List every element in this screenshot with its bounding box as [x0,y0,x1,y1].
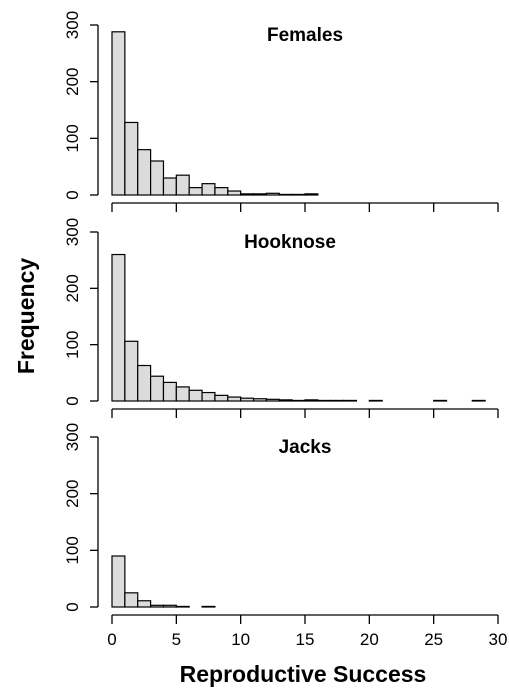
y-tick-label-hooknose-300: 300 [63,218,82,246]
y-tick-label-females-300: 300 [63,11,82,39]
bars-hooknose [111,253,486,402]
bar-hooknose-25 [433,399,448,402]
bar-hooknose-9 [227,396,242,402]
x-axis-hooknose [111,408,499,418]
bar-females-4 [162,177,177,196]
bar-hooknose-10 [240,397,255,402]
panel-hooknose: Hooknose 0 100 200 300 [63,218,499,418]
bar-hooknose-4 [162,381,177,402]
bar-females-3 [150,160,165,196]
bar-hooknose-3 [150,375,165,402]
y-axis-label: Frequency [13,258,39,375]
panel-title-jacks: Jacks [279,437,332,458]
bar-jacks-5 [175,605,190,608]
x-axis-label: Reproductive Success [180,661,427,687]
panel-jacks: Jacks 0 100 200 300 0 5 10 15 20 25 30 [63,423,507,649]
bar-hooknose-16 [317,399,332,402]
y-tick-label-females-0: 0 [63,190,82,199]
bar-females-11 [252,193,268,196]
panel-title-hooknose: Hooknose [244,232,336,253]
bar-hooknose-12 [265,398,280,402]
bar-jacks-2 [137,600,152,608]
bar-hooknose-6 [188,389,203,402]
bar-hooknose-2 [137,364,152,402]
y-tick-label-hooknose-0: 0 [63,396,82,405]
bar-jacks-0 [111,555,126,608]
bar-females-10 [240,193,255,196]
bar-females-15 [304,193,319,196]
y-axis-hooknose: 0 100 200 300 [63,218,99,406]
bar-females-7 [201,183,216,196]
y-tick-label-females-200: 200 [63,67,82,95]
bar-females-8 [214,187,229,196]
bars-jacks [111,555,216,608]
x-axis-females [111,202,499,212]
x-tick-label-10: 10 [231,630,250,649]
bar-hooknose-15 [304,399,319,402]
bar-hooknose-0 [111,253,126,402]
bar-hooknose-11 [252,398,268,402]
bar-hooknose-7 [201,391,216,402]
y-tick-label-jacks-0: 0 [63,602,82,611]
x-tick-label-0: 0 [107,630,116,649]
bar-females-12 [265,192,280,196]
y-tick-label-jacks-200: 200 [63,479,82,507]
x-tick-label-5: 5 [172,630,181,649]
x-tick-label-15: 15 [296,630,315,649]
y-axis-females: 0 100 200 300 [63,11,99,200]
bar-females-2 [137,149,152,196]
bar-hooknose-5 [175,386,190,402]
bar-females-6 [188,187,203,196]
x-tick-label-25: 25 [424,630,443,649]
bar-females-13 [278,193,293,196]
bar-hooknose-1 [124,340,139,402]
y-tick-label-females-100: 100 [63,124,82,152]
bar-hooknose-17 [330,399,345,402]
bar-females-1 [124,121,139,196]
bar-jacks-3 [150,604,165,608]
bar-hooknose-28 [471,399,486,402]
bar-hooknose-18 [343,399,358,402]
bar-jacks-7 [201,605,216,608]
y-tick-label-hooknose-100: 100 [63,330,82,358]
bar-females-0 [111,31,126,196]
panel-females: Females 0 100 200 300 [63,11,499,212]
bar-jacks-4 [162,604,177,608]
bar-hooknose-13 [278,399,293,402]
panel-title-females: Females [267,25,343,46]
y-axis-jacks: 0 100 200 300 [63,423,99,612]
bar-females-9 [227,190,242,196]
y-tick-label-jacks-300: 300 [63,423,82,451]
y-tick-label-jacks-100: 100 [63,536,82,564]
y-tick-label-hooknose-200: 200 [63,274,82,302]
bar-hooknose-8 [214,394,229,402]
x-tick-label-30: 30 [489,630,508,649]
bar-females-5 [175,174,190,196]
bar-jacks-1 [124,592,139,608]
x-tick-label-20: 20 [360,630,379,649]
bar-hooknose-14 [291,399,306,402]
bar-females-14 [291,193,306,196]
x-axis-jacks: 0 5 10 15 20 25 30 [107,614,508,649]
bars-females [111,31,319,196]
bar-hooknose-20 [368,399,383,402]
